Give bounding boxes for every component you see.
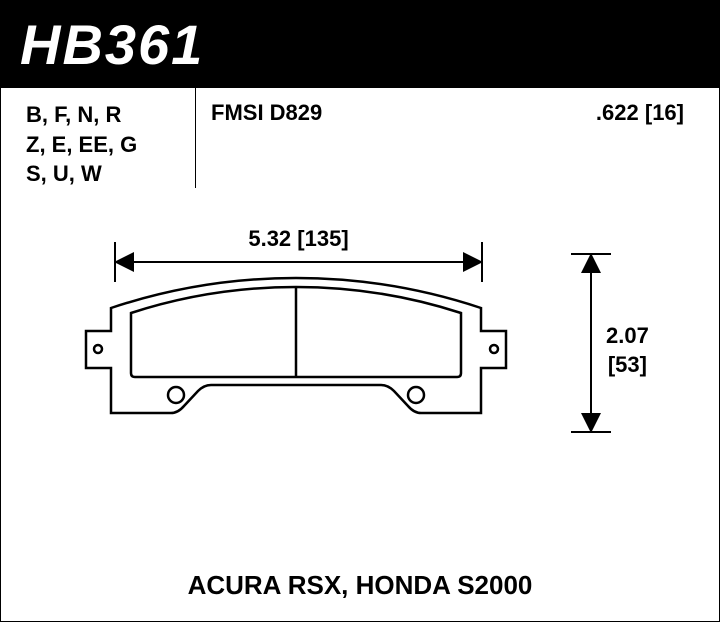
width-dimension: 5.32 [135] bbox=[116, 233, 481, 272]
tab-hole bbox=[490, 345, 498, 353]
rivet-circle bbox=[408, 387, 424, 403]
vertical-divider bbox=[195, 88, 196, 188]
thickness-in: .622 bbox=[596, 100, 639, 125]
vehicle-applications: ACURA RSX, HONDA S2000 bbox=[1, 570, 719, 601]
arrow-down-icon bbox=[581, 413, 601, 433]
codes-line: B, F, N, R bbox=[26, 100, 196, 130]
dim-cap bbox=[571, 431, 611, 433]
height-label: 2.07 [53] bbox=[606, 318, 649, 383]
thickness-mm: [16] bbox=[645, 100, 684, 125]
part-number: HB361 bbox=[20, 12, 204, 77]
codes-line: S, U, W bbox=[26, 159, 196, 189]
arrow-line bbox=[116, 261, 481, 263]
header-bar: HB361 bbox=[0, 0, 720, 88]
diagram-area: 5.32 [135] bbox=[1, 233, 719, 573]
thickness-spec: .622 [16] bbox=[596, 100, 694, 189]
arrow-right-icon bbox=[463, 252, 483, 272]
compound-codes: B, F, N, R Z, E, EE, G S, U, W bbox=[26, 100, 196, 189]
content-panel: B, F, N, R Z, E, EE, G S, U, W FMSI D829… bbox=[0, 88, 720, 622]
width-label: 5.32 [135] bbox=[240, 226, 356, 252]
arrow-line bbox=[590, 268, 592, 418]
info-row: B, F, N, R Z, E, EE, G S, U, W FMSI D829… bbox=[1, 88, 719, 189]
brake-pad-outline bbox=[81, 273, 511, 443]
width-arrow bbox=[116, 252, 481, 272]
fmsi-code: FMSI D829 bbox=[211, 100, 596, 189]
tab-hole bbox=[94, 345, 102, 353]
rivet-circle bbox=[168, 387, 184, 403]
codes-line: Z, E, EE, G bbox=[26, 130, 196, 160]
